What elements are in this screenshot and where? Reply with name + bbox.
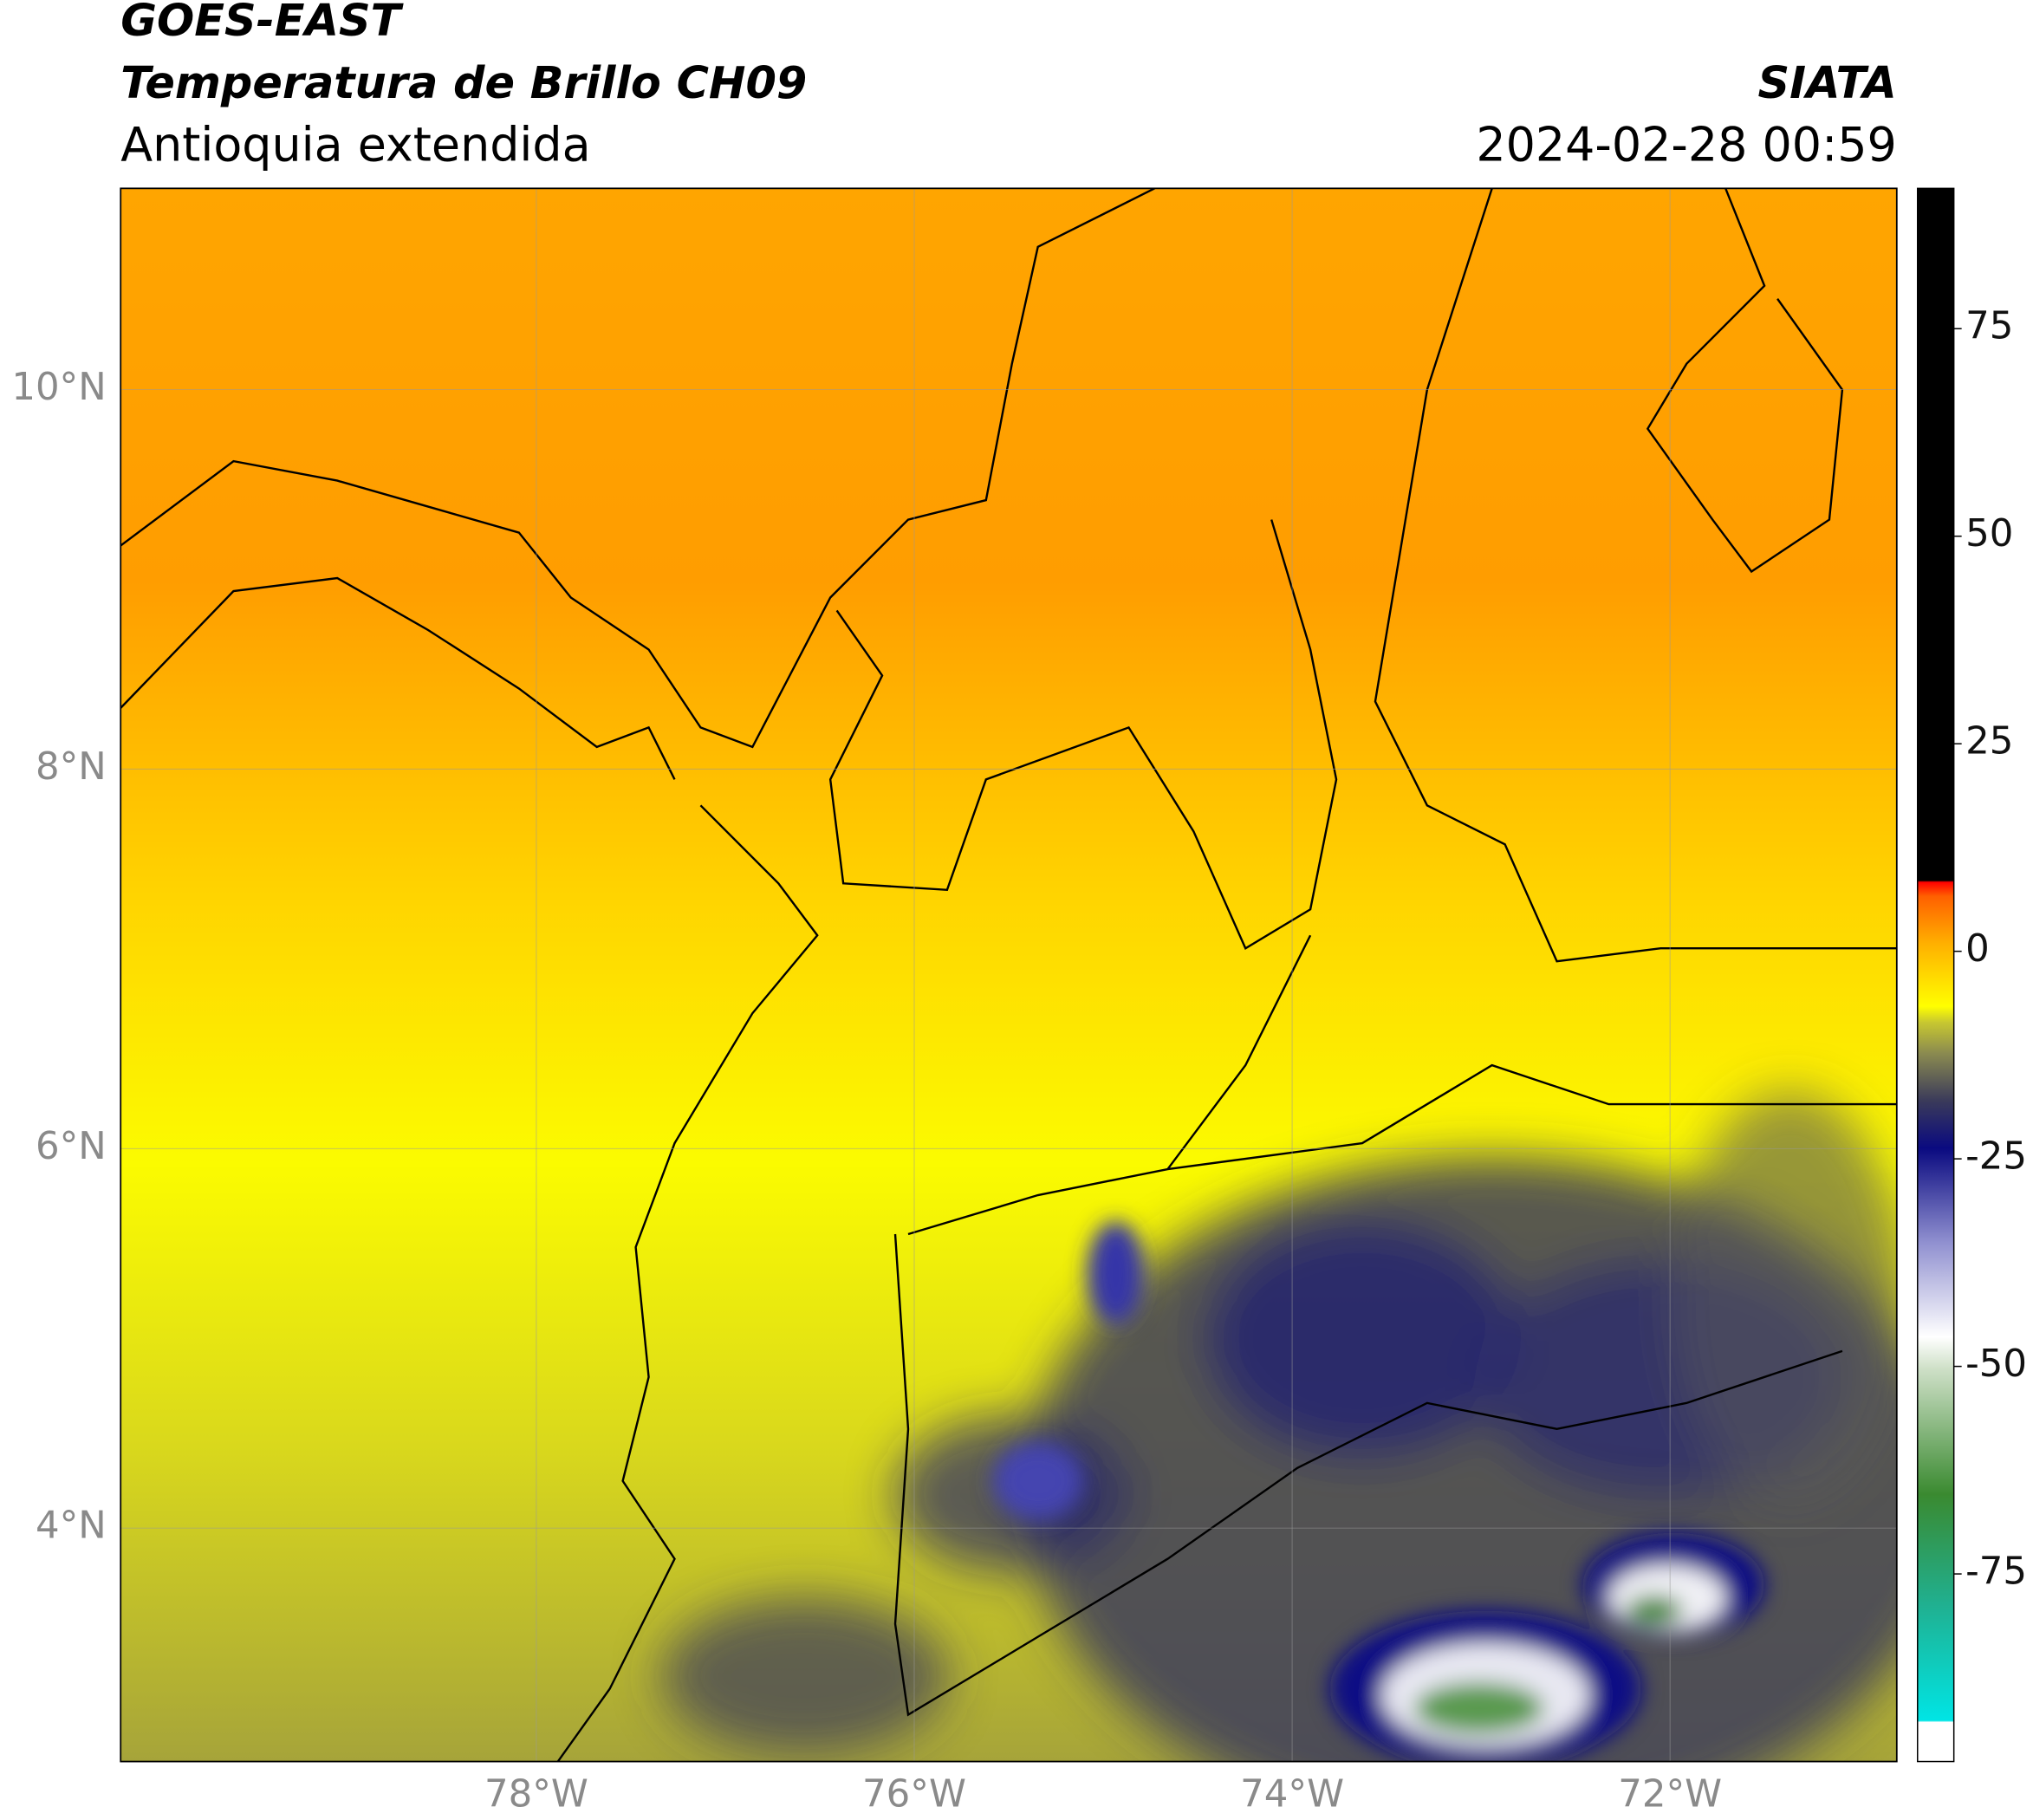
datetime: 2024-02-28 00:59 bbox=[1476, 117, 1896, 172]
lat-label: 4°N bbox=[36, 1505, 107, 1548]
lat-label: 6°N bbox=[36, 1125, 107, 1168]
colorbar-label: 25 bbox=[1965, 720, 2013, 764]
lon-label: 72°W bbox=[1618, 1773, 1722, 1817]
colorbar-label: -50 bbox=[1965, 1342, 2027, 1386]
map-frame bbox=[120, 187, 1898, 1763]
colorbar-label: -25 bbox=[1965, 1135, 2027, 1179]
colorbar-label: -75 bbox=[1965, 1550, 2027, 1594]
lon-label: 78°W bbox=[484, 1773, 588, 1817]
lat-label: 10°N bbox=[11, 366, 106, 409]
lat-label: 8°N bbox=[36, 745, 107, 789]
region: Antioquia extendida bbox=[120, 117, 590, 172]
colorbar-label: 50 bbox=[1965, 512, 2013, 556]
graticule bbox=[120, 188, 1897, 1762]
lon-label: 74°W bbox=[1240, 1773, 1344, 1817]
map-image bbox=[120, 188, 1897, 1762]
borders bbox=[120, 188, 1897, 1762]
agency: SIATA bbox=[1758, 58, 1897, 109]
colorbar bbox=[1917, 187, 1955, 1763]
product: Temperatura de Brillo CH09 bbox=[120, 58, 807, 109]
cold-tops bbox=[992, 1220, 1765, 1762]
satellite: GOES-EAST bbox=[120, 0, 404, 47]
lon-label: 76°W bbox=[862, 1773, 966, 1817]
colorbar-label: 75 bbox=[1965, 305, 2013, 348]
colorbar-label: 0 bbox=[1965, 927, 1990, 971]
